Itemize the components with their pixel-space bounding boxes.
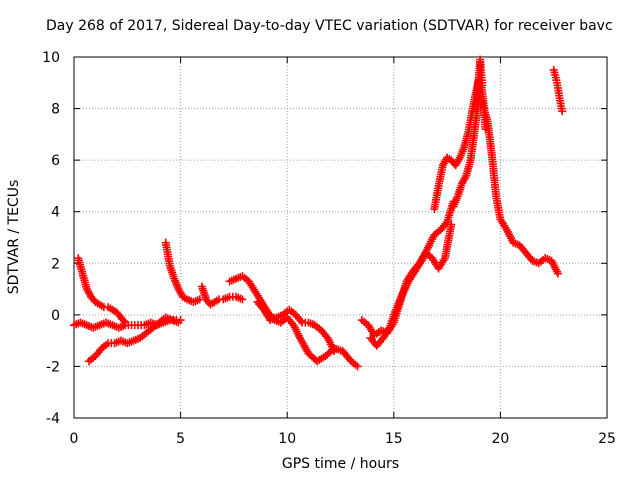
y-tick-label: 4 (51, 205, 60, 221)
series-arc-2 (70, 316, 185, 332)
y-tick-label: 0 (51, 308, 60, 324)
series-arc-4 (161, 238, 204, 306)
x-tick-label: 25 (598, 431, 616, 447)
data-point (330, 346, 339, 355)
plot-frame (73, 56, 608, 419)
data-point (238, 295, 247, 304)
series-arc-7 (253, 297, 339, 355)
y-tick-label: -4 (46, 411, 60, 427)
series-arc-13 (549, 65, 567, 116)
chart-title: Day 268 of 2017, Sidereal Day-to-day VTE… (46, 18, 613, 34)
y-axis-label: SDTVAR / TECUs (6, 179, 22, 295)
series-arc-9 (366, 197, 458, 350)
y-tick-label: 10 (42, 50, 60, 66)
data-point (174, 318, 183, 327)
data-point (478, 81, 487, 90)
series-arc-1 (74, 254, 130, 327)
x-tick-labels: 0 5 10 15 20 25 (70, 431, 616, 447)
data-points (70, 55, 567, 371)
series-arc-6 (225, 272, 362, 371)
y-tick-label: 2 (51, 256, 60, 272)
y-tick-label: -2 (46, 359, 60, 375)
data-point (558, 107, 567, 116)
y-tick-label: 6 (51, 153, 60, 169)
series-arc-5 (197, 282, 247, 309)
x-tick-label: 20 (491, 431, 509, 447)
grid (74, 57, 607, 418)
data-point (353, 362, 362, 371)
x-tick-label: 15 (385, 431, 403, 447)
y-tick-label: 8 (51, 102, 60, 118)
x-tick-label: 0 (70, 431, 79, 447)
x-tick-label: 5 (176, 431, 185, 447)
tick-marks (73, 56, 608, 419)
y-tick-labels: -4 -2 0 2 4 6 8 10 (42, 50, 60, 427)
series-arc-12 (472, 55, 487, 98)
x-tick-label: 10 (278, 431, 296, 447)
data-point (553, 269, 562, 278)
x-axis-label: GPS time / hours (281, 456, 400, 472)
series-arc-3 (84, 313, 183, 366)
series-arc-11 (449, 91, 562, 278)
